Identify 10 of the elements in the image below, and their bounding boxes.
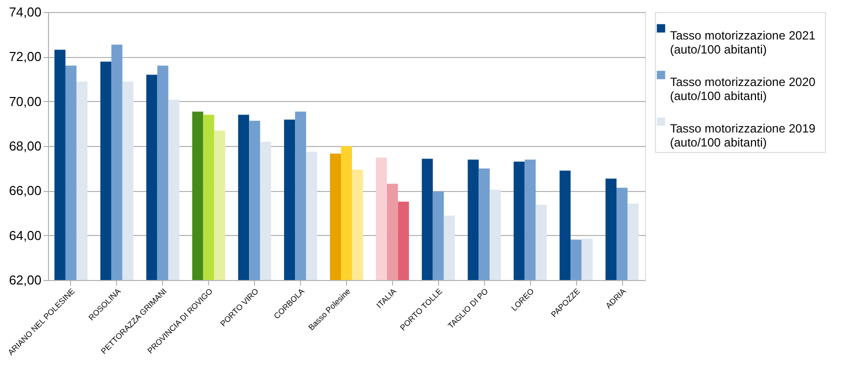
y-tick-label: 62,00 [8,272,42,288]
y-tick-label: 74,00 [8,4,42,20]
legend-label: Tasso motorizzazione 2019 (auto/100 abitanti) [670,122,816,150]
y-tick-label: 66,00 [8,183,42,198]
legend-label: Tasso motorizzazione 2021 (auto/100 abitanti) [670,28,816,56]
y-tick-label: 68,00 [8,138,42,154]
y-tick-label: 70,00 [8,94,42,109]
legend-label: Tasso motorizzazione 2020 (auto/100 abitanti) [670,75,816,103]
y-tick-label: 72,00 [8,49,42,64]
y-tick-label: 64,00 [8,228,42,243]
